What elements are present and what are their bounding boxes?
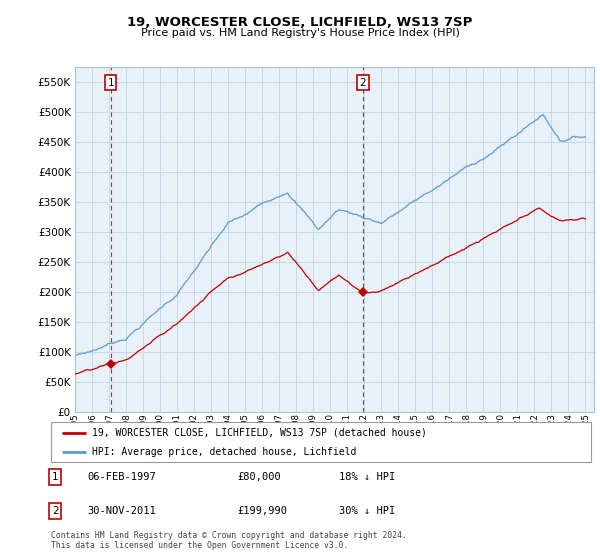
FancyBboxPatch shape — [51, 422, 591, 462]
Text: 2: 2 — [359, 78, 366, 88]
Text: £199,990: £199,990 — [237, 506, 287, 516]
Text: 19, WORCESTER CLOSE, LICHFIELD, WS13 7SP (detached house): 19, WORCESTER CLOSE, LICHFIELD, WS13 7SP… — [91, 428, 427, 437]
Text: 19, WORCESTER CLOSE, LICHFIELD, WS13 7SP: 19, WORCESTER CLOSE, LICHFIELD, WS13 7SP — [127, 16, 473, 29]
Text: HPI: Average price, detached house, Lichfield: HPI: Average price, detached house, Lich… — [91, 447, 356, 457]
Text: 06-FEB-1997: 06-FEB-1997 — [87, 472, 156, 482]
Text: 1: 1 — [107, 78, 114, 88]
Text: £80,000: £80,000 — [237, 472, 281, 482]
Text: 2: 2 — [52, 506, 59, 516]
Text: 30% ↓ HPI: 30% ↓ HPI — [339, 506, 395, 516]
Text: 1: 1 — [52, 472, 59, 482]
Text: 30-NOV-2011: 30-NOV-2011 — [87, 506, 156, 516]
Text: Price paid vs. HM Land Registry's House Price Index (HPI): Price paid vs. HM Land Registry's House … — [140, 28, 460, 38]
Text: Contains HM Land Registry data © Crown copyright and database right 2024.
This d: Contains HM Land Registry data © Crown c… — [51, 531, 407, 550]
Text: 18% ↓ HPI: 18% ↓ HPI — [339, 472, 395, 482]
